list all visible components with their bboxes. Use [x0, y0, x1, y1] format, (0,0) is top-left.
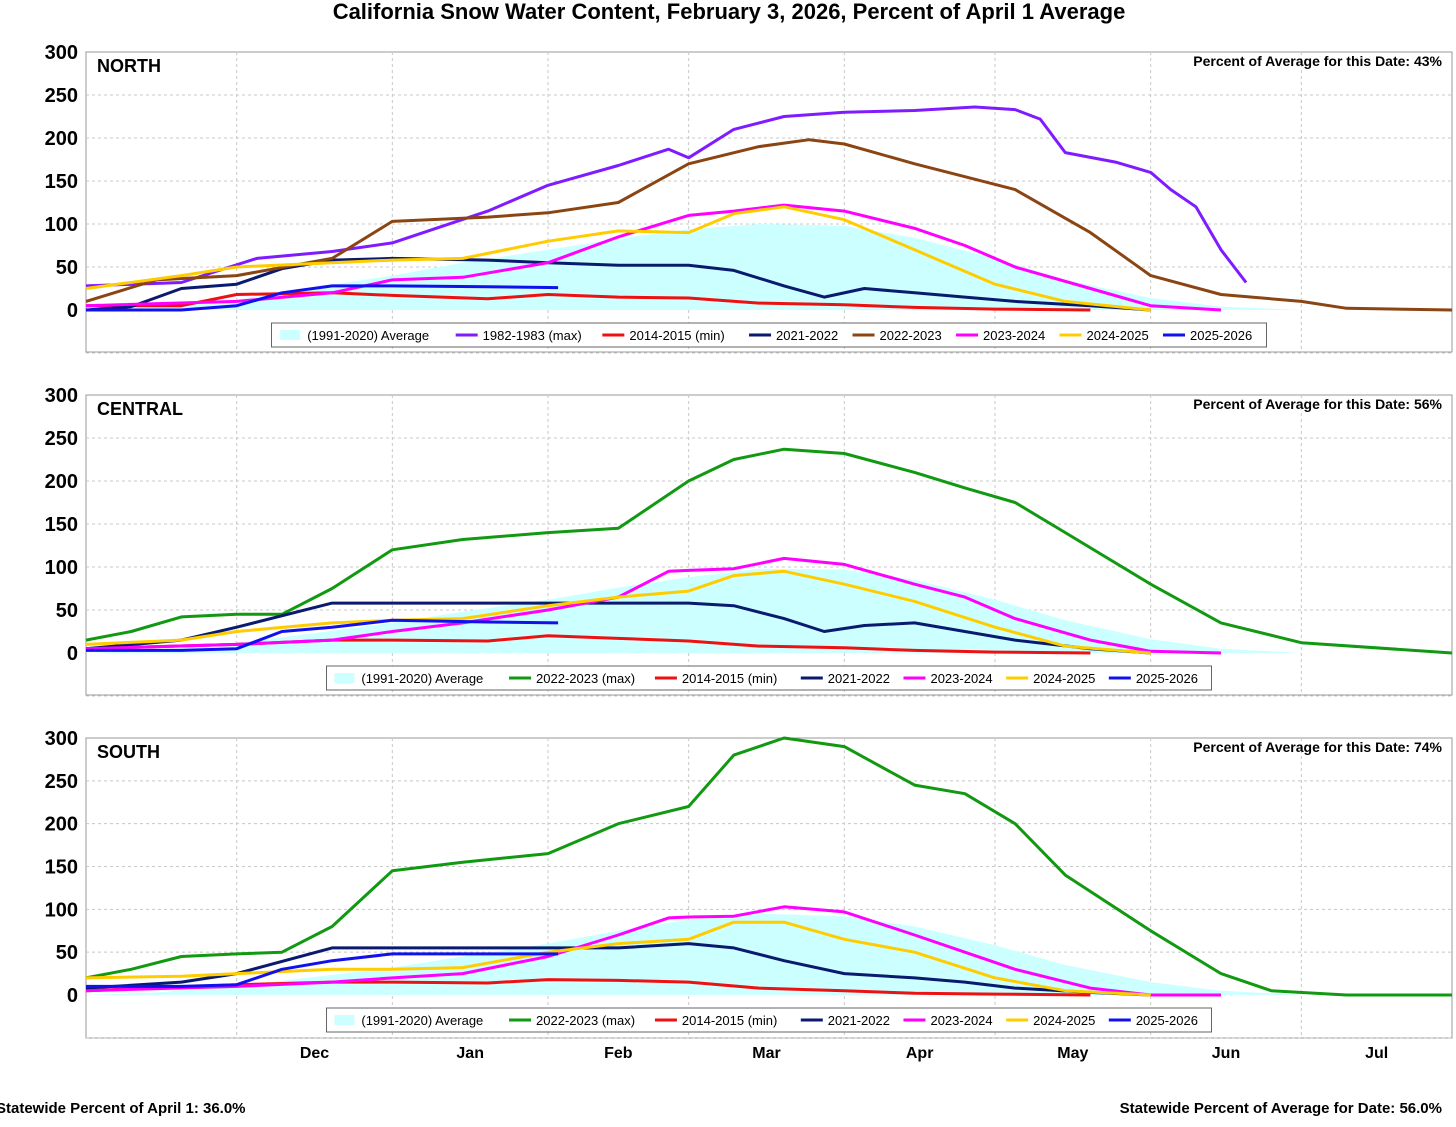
y-tick-label: 200 — [45, 814, 78, 836]
series-0-area — [86, 913, 1302, 995]
legend-label: 2021-2022 — [776, 328, 838, 343]
y-tick-label: 200 — [45, 471, 78, 493]
series-7-line — [86, 284, 559, 312]
legend-label: 2014-2015 (min) — [629, 328, 724, 343]
panel-name: CENTRAL — [97, 399, 183, 419]
legend-label: 2022-2023 (max) — [536, 1013, 635, 1028]
series-1-line — [85, 447, 1453, 655]
panel-north: 0 50 100 150 200 250 300 NORTH Percent of Averag… — [45, 42, 1453, 354]
series-1-line — [85, 105, 1248, 288]
y-tick-label: 100 — [45, 214, 78, 236]
legend: (1991-2020) Average 1982-1983 (max) 2014-2… — [271, 322, 1267, 348]
legend-label: 2023-2024 — [930, 1013, 992, 1028]
x-tick-label: Dec — [300, 1045, 329, 1062]
legend-label: 2023-2024 — [930, 671, 992, 686]
y-tick-label: 50 — [56, 600, 78, 622]
panel-percent-note: Percent of Average for this Date: 74% — [1193, 739, 1442, 755]
y-tick-label: 150 — [45, 514, 78, 536]
series-6-line — [85, 205, 1151, 312]
x-tick-label: Jan — [456, 1045, 484, 1062]
series-3-line — [85, 601, 1151, 655]
y-tick-label: 0 — [67, 985, 78, 1007]
x-tick-label: Jun — [1212, 1045, 1240, 1062]
series-4-line — [85, 138, 1453, 312]
y-tick-label: 100 — [45, 557, 78, 579]
legend-label: 2025-2026 — [1136, 671, 1198, 686]
x-tick-label: Jul — [1365, 1045, 1388, 1062]
legend: (1991-2020) Average 2022-2023 (max) 2014-2… — [326, 1007, 1212, 1033]
y-tick-label: 250 — [45, 771, 78, 793]
footer-left: Statewide Percent of April 1: 36.0% — [0, 1100, 246, 1117]
chart-title: California Snow Water Content, February … — [333, 0, 1126, 24]
y-tick-label: 200 — [45, 128, 78, 150]
legend-label: 2024-2025 — [1087, 328, 1149, 343]
legend-label: 2025-2026 — [1136, 1013, 1198, 1028]
series-5-line — [85, 920, 1151, 997]
legend-label: (1991-2020) Average — [361, 1013, 483, 1028]
series-4-line — [85, 556, 1222, 655]
y-tick-label: 150 — [45, 857, 78, 879]
legend-label: (1991-2020) Average — [361, 671, 483, 686]
series-4-line — [85, 905, 1221, 997]
series-2-line — [86, 291, 1091, 312]
y-tick-label: 250 — [45, 85, 78, 107]
series-3-line — [85, 256, 1151, 312]
panel-percent-note: Percent of Average for this Date: 56% — [1193, 396, 1442, 412]
legend-label: 2022-2023 — [880, 328, 942, 343]
legend-label: 2014-2015 (min) — [682, 671, 777, 686]
panel-name: NORTH — [97, 56, 161, 76]
panel-percent-note: Percent of Average for this Date: 43% — [1193, 53, 1442, 69]
series-6-line — [86, 952, 559, 988]
legend-label: 2014-2015 (min) — [682, 1013, 777, 1028]
legend-label: 2024-2025 — [1033, 671, 1095, 686]
series-3-line — [85, 942, 1151, 997]
legend-label: 2025-2026 — [1190, 328, 1252, 343]
y-tick-label: 300 — [45, 728, 78, 750]
legend-label: (1991-2020) Average — [307, 328, 429, 343]
legend-box — [326, 665, 1212, 691]
legend-label: 2021-2022 — [828, 671, 890, 686]
y-tick-label: 0 — [67, 300, 78, 322]
x-tick-label: Mar — [752, 1045, 780, 1062]
legend-box — [326, 1007, 1212, 1033]
series-5-line — [85, 203, 1222, 312]
legend-box — [271, 322, 1267, 348]
x-axis: Dec Jan Feb Mar Apr May Jun Jul — [300, 1045, 1388, 1062]
series-5-line — [85, 569, 1151, 655]
x-tick-label: May — [1057, 1045, 1088, 1062]
footer-right: Statewide Percent of Average for Date: 5… — [1120, 1100, 1442, 1117]
y-tick-label: 50 — [56, 257, 78, 279]
panel-south: 0 50 100 150 200 250 300 SOUTH Percent of Averag… — [45, 728, 1453, 1039]
legend-swatch — [334, 1015, 355, 1025]
y-tick-label: 50 — [56, 942, 78, 964]
x-tick-label: Feb — [604, 1045, 633, 1062]
x-tick-label: Apr — [906, 1045, 934, 1062]
y-tick-label: 150 — [45, 171, 78, 193]
y-tick-label: 100 — [45, 899, 78, 921]
series-1-line — [85, 736, 1452, 997]
legend: (1991-2020) Average 2022-2023 (max) 2014-2… — [326, 665, 1212, 691]
y-tick-label: 250 — [45, 428, 78, 450]
y-tick-label: 300 — [45, 385, 78, 407]
panel-central: 0 50 100 150 200 250 300 CENTRAL Percent of Aver… — [45, 385, 1453, 697]
legend-swatch — [280, 330, 301, 340]
legend-label: 1982-1983 (max) — [483, 328, 582, 343]
y-tick-label: 300 — [45, 42, 78, 64]
legend-swatch — [334, 673, 355, 683]
legend-label: 2022-2023 (max) — [536, 671, 635, 686]
series-6-line — [86, 618, 559, 652]
y-tick-label: 0 — [67, 643, 78, 665]
legend-label: 2021-2022 — [828, 1013, 890, 1028]
chart-panels: 0 50 100 150 200 250 300 NORTH Percent of Averag… — [45, 42, 1453, 1039]
legend-label: 2024-2025 — [1033, 1013, 1095, 1028]
legend-label: 2023-2024 — [983, 328, 1045, 343]
panel-name: SOUTH — [97, 742, 160, 762]
